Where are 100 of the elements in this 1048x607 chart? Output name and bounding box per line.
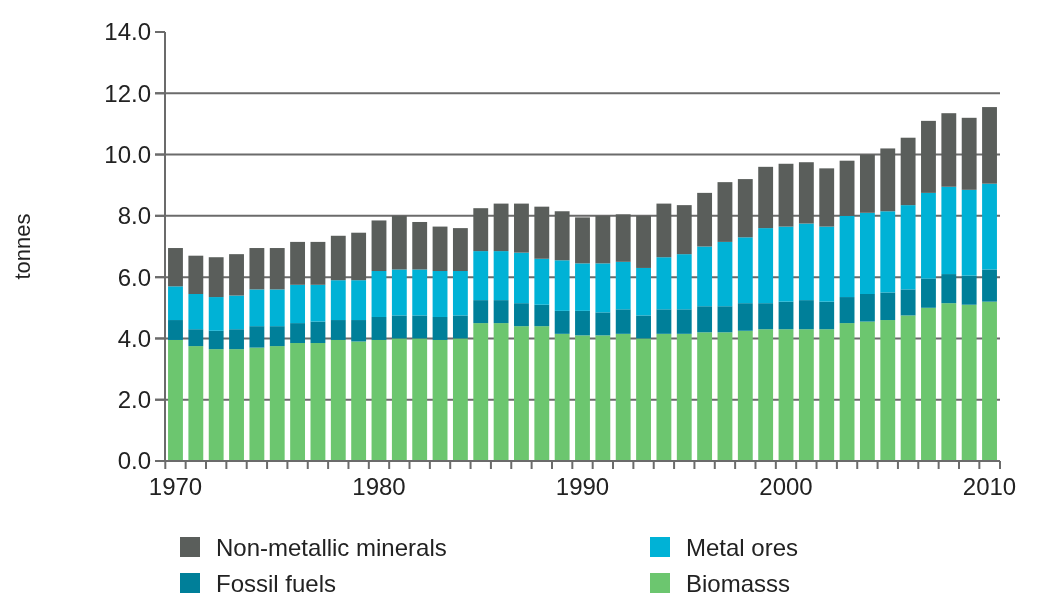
bar [473,208,489,252]
bar [656,333,672,461]
y-tick-label: 6.0 [117,263,151,291]
bar [310,343,326,461]
bar [615,261,631,310]
bar [839,297,855,324]
bar [575,217,590,264]
bar [982,183,997,270]
bar [880,148,896,212]
bar [534,206,550,259]
bar [900,315,916,461]
bar [330,339,346,461]
bar [249,289,265,327]
bar [351,280,367,321]
bar [452,228,468,272]
bar [391,315,407,339]
bar [941,303,957,461]
bar [229,254,244,296]
bar [982,301,997,461]
bar [839,160,855,216]
bar [880,320,896,461]
bar [758,329,774,461]
bar [412,315,428,339]
bar [514,252,529,304]
bar [452,338,468,461]
y-tick-label: 0.0 [117,447,151,475]
bar [697,192,713,247]
y-tick-label: 4.0 [117,324,151,352]
bar [921,192,936,279]
x-tick-label: 1970 [148,473,203,500]
bar [819,226,835,302]
bar [208,330,224,350]
bar [330,280,346,321]
bar [697,306,713,333]
y-tick-label: 14.0 [104,18,151,46]
bar [656,309,672,334]
bar [371,271,387,317]
bar [921,120,936,193]
legend-label: Metal ores [686,534,799,562]
bar [269,346,285,461]
bar [351,320,367,342]
legend-label: Non-metallic minerals [216,534,447,562]
bar [168,248,183,287]
bar [656,257,672,310]
bar [778,329,794,461]
bar [554,333,570,461]
bar [249,347,265,461]
bar [188,294,204,330]
bar [473,323,489,461]
bar [839,323,855,461]
bar [188,255,204,294]
bar [839,215,855,298]
bar [676,333,692,461]
bar [961,275,977,305]
bar [941,113,957,187]
x-tick-label: 1980 [352,473,406,500]
bar [493,323,509,461]
bar [534,258,550,305]
y-tick-label: 2.0 [117,386,151,414]
bar [961,304,977,461]
bar [900,137,916,206]
bar [615,214,631,262]
bar [514,326,529,461]
bar [310,321,326,344]
bar [737,237,753,304]
bar [697,332,713,461]
y-tick-label: 12.0 [104,79,151,107]
bar [310,284,326,322]
bar [798,223,814,301]
y-tick-label: 10.0 [104,140,151,168]
bar [452,271,468,316]
bar [432,226,448,272]
bar [595,335,611,461]
bar [961,189,977,276]
bar [534,326,550,461]
bar [575,263,590,311]
bar [676,254,692,310]
bar [636,215,651,268]
bar [371,220,387,272]
bar [636,267,651,316]
bar [819,301,835,330]
bar [473,300,489,324]
bar [758,228,774,304]
bar [371,339,387,461]
bar [778,226,794,302]
bar [697,246,713,307]
bar [452,315,468,339]
bar [391,338,407,461]
bar [819,168,835,227]
bar [859,321,875,461]
bar [941,274,957,304]
bar [880,292,896,321]
bar [900,205,916,290]
bar [737,179,753,238]
bar [168,286,183,321]
y-axis-title: tonnes [10,213,35,280]
bar [330,235,346,281]
bar [290,284,306,324]
bar [290,323,306,344]
bar [636,315,651,339]
